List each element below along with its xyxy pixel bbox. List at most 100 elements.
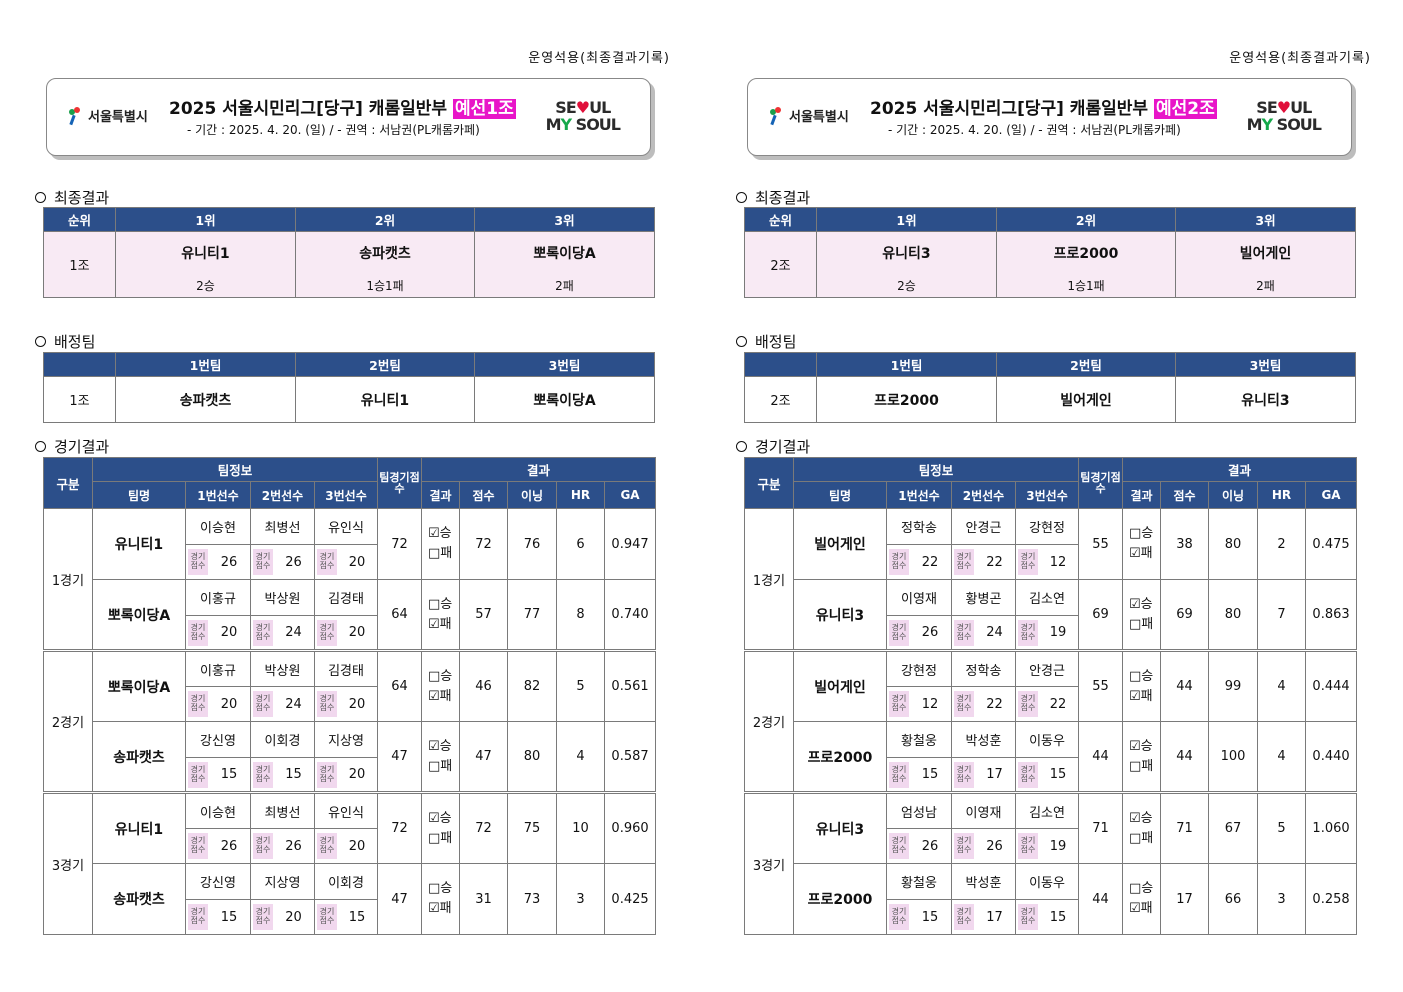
- score-tag: 경기점수: [188, 549, 208, 575]
- final-team: 빌어게인: [1175, 231, 1356, 274]
- player-score-cell: 경기점수 26: [185, 544, 251, 580]
- player-name: 최병선: [250, 791, 315, 829]
- section-games: 경기결과: [736, 436, 810, 457]
- player-score: 22: [986, 554, 1003, 570]
- op-note: 운영석용(최종결과기록): [528, 51, 670, 66]
- player-score-cell: 경기점수 24: [951, 615, 1016, 651]
- section-final: 최종결과: [736, 187, 810, 208]
- score-tag: 경기점수: [253, 691, 273, 717]
- hr: 5: [1257, 791, 1307, 864]
- score-row: 경기점수 26 경기점수 26 경기점수 19: [745, 828, 1357, 864]
- player-score: 22: [1049, 696, 1067, 712]
- score-tag: 경기점수: [1018, 619, 1038, 646]
- score-tag: 경기점수: [954, 833, 974, 859]
- score-tag: 경기점수: [889, 904, 909, 930]
- player-name: 정학송: [886, 508, 952, 545]
- win-lose-check: ☑승 □패: [421, 721, 461, 793]
- player-score: 26: [220, 838, 238, 854]
- assigned-team: 빌어게인: [996, 376, 1176, 423]
- team-score: 72: [377, 508, 423, 580]
- player-score-cell: 경기점수 15: [886, 757, 952, 793]
- player-score-cell: 경기점수 24: [250, 615, 315, 651]
- player-name: 황철웅: [886, 863, 952, 900]
- final-record: 2패: [1175, 273, 1356, 298]
- player-score: 19: [1049, 838, 1067, 854]
- assigned-team: 송파캣츠: [115, 376, 296, 423]
- section-assign: 배정팀: [35, 331, 95, 352]
- group-badge: 예선1조: [453, 99, 516, 119]
- hr: 2: [1257, 508, 1307, 580]
- player-score-cell: 경기점수 26: [185, 828, 251, 864]
- hr: 5: [556, 649, 606, 722]
- final-team: 유니티1: [115, 231, 296, 274]
- score: 72: [459, 791, 509, 864]
- final-record: 2패: [474, 273, 655, 298]
- score-tag: 경기점수: [954, 619, 974, 646]
- team-name: 빌어게인: [793, 508, 887, 580]
- team-score: 69: [1078, 579, 1124, 651]
- win-lose-check: ☑승 □패: [1122, 791, 1162, 864]
- player-name: 강현정: [886, 649, 952, 687]
- player-name: 지상영: [250, 863, 315, 900]
- inning: 99: [1208, 649, 1259, 722]
- player-name: 지상영: [313, 721, 379, 758]
- group-badge: 예선2조: [1154, 99, 1217, 119]
- game-row: 송파캣츠 강신영 지상영 이회경 47 □승 ☑패 31 73 3 0.425: [44, 863, 657, 935]
- hr: 4: [1257, 649, 1307, 722]
- op-note: 운영석용(최종결과기록): [1229, 51, 1371, 66]
- player-score: 26: [921, 838, 939, 854]
- score-row: 경기점수 15 경기점수 20 경기점수 15: [44, 899, 656, 935]
- score-tag: 경기점수: [954, 691, 974, 717]
- group-label: 1조: [43, 376, 116, 423]
- player-score-cell: 경기점수 20: [185, 686, 251, 722]
- score-row: 경기점수 20 경기점수 24 경기점수 20: [44, 686, 656, 722]
- win-lose-check: ☑승 □패: [421, 791, 461, 864]
- seoul-my-soul-logo: SE♥UL MY SOUL: [545, 98, 621, 134]
- player-score: 20: [348, 625, 366, 640]
- game-row: 3경기 유니티1 이승현 최병선 유인식 72 ☑승 □패 72 75 10 0.960: [43, 791, 657, 935]
- team-name: 프로2000: [793, 721, 887, 793]
- score-tag: 경기점수: [954, 761, 974, 788]
- score-tag: 경기점수: [317, 833, 337, 859]
- assigned-team: 유니티1: [295, 376, 475, 423]
- player-name: 이회경: [250, 721, 315, 758]
- inning: 73: [507, 863, 558, 935]
- hr: 3: [556, 863, 606, 935]
- player-score: 15: [921, 767, 939, 782]
- score-tag: 경기점수: [889, 691, 909, 717]
- final-table: 순위 1위 2위 3위 2조 유니티3 프로2000 빌어게인 2승 1승1패 2패: [744, 207, 1356, 298]
- player-score: 12: [921, 696, 939, 712]
- player-score: 15: [285, 767, 302, 782]
- ga: 1.060: [1305, 791, 1358, 864]
- team-score: 47: [377, 863, 423, 935]
- player-score-cell: 경기점수 20: [313, 615, 379, 651]
- section-games: 경기결과: [35, 436, 109, 457]
- game-row: 유니티3 이영재 황병곤 김소연 69 ☑승 □패 69 80 7 0.863: [745, 579, 1358, 651]
- score-tag: 경기점수: [889, 833, 909, 859]
- player-score-cell: 경기점수 22: [951, 686, 1016, 722]
- win-lose-check: □승 ☑패: [421, 579, 461, 651]
- team-score: 55: [1078, 649, 1124, 722]
- score-tag: 경기점수: [253, 549, 273, 575]
- game-row: 프로2000 황철웅 박성훈 이동우 44 □승 ☑패 17 66 3 0.258: [745, 863, 1358, 935]
- score: 17: [1160, 863, 1210, 935]
- player-name: 이승현: [185, 508, 251, 545]
- circle-bullet-icon: [35, 336, 46, 347]
- assigned-team: 프로2000: [816, 376, 997, 423]
- group-label: 2조: [744, 376, 817, 423]
- seoul-my-soul-logo: SE♥UL MY SOUL: [1246, 98, 1322, 134]
- player-score: 15: [1049, 767, 1067, 782]
- player-name: 이홍규: [185, 579, 251, 616]
- player-score-cell: 경기점수 15: [313, 899, 379, 935]
- player-score: 20: [220, 625, 238, 640]
- player-name: 최병선: [250, 508, 315, 545]
- player-score: 15: [348, 909, 366, 925]
- player-score: 15: [220, 767, 238, 782]
- player-name: 유인식: [313, 508, 379, 545]
- player-score-cell: 경기점수 26: [250, 544, 315, 580]
- team-score: 64: [377, 649, 423, 722]
- team-score: 71: [1078, 791, 1124, 864]
- page-title: 2025 서울시민리그[당구] 캐롬일반부 예선1조: [169, 99, 516, 119]
- team-name: 유니티1: [92, 508, 186, 580]
- player-name: 박성훈: [951, 863, 1016, 900]
